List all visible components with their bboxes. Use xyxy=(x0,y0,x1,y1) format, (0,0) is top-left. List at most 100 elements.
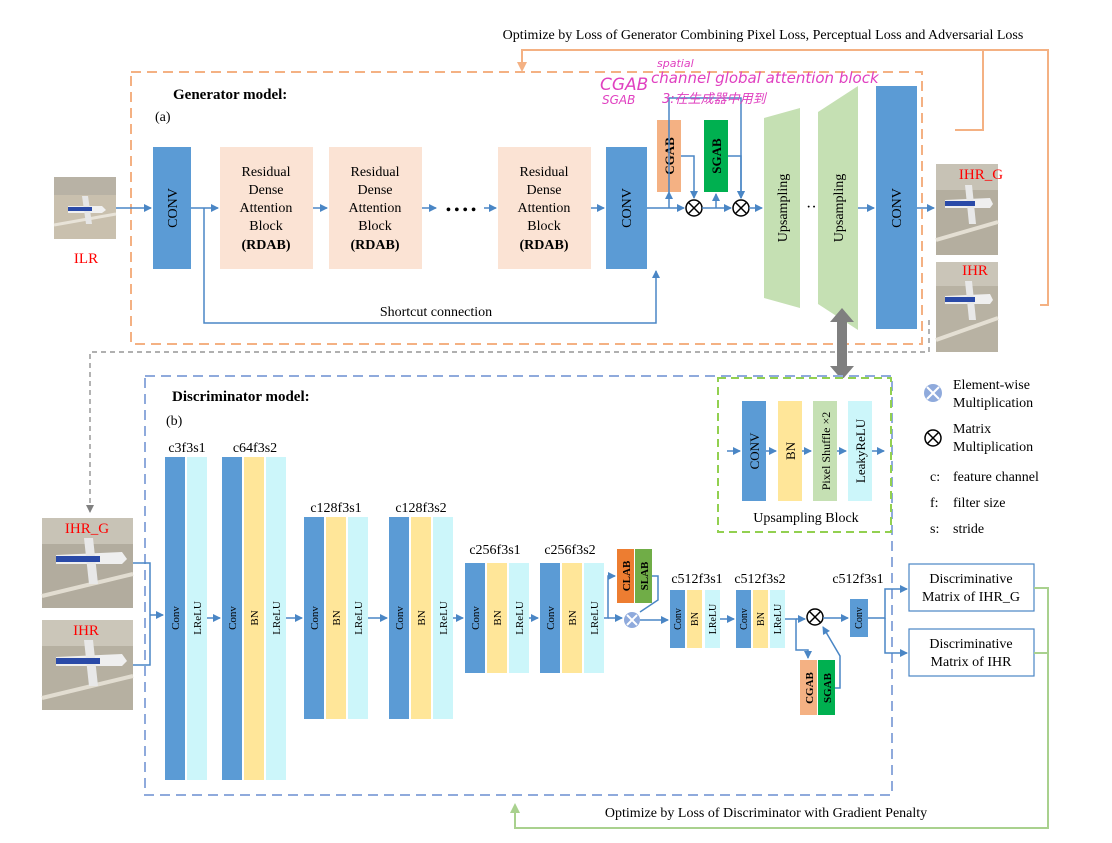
rdab-2-line4: Block xyxy=(358,219,391,234)
disc-bn-label: BN xyxy=(249,610,261,625)
disc-bn-label: BN xyxy=(331,610,343,625)
disc-lrelu-label: LReLU xyxy=(353,601,365,635)
disc-conv xyxy=(222,457,242,780)
disc-output-1-line1: Discriminative xyxy=(929,572,1012,587)
disc-lrelu xyxy=(584,563,604,673)
legend-c-val: feature channel xyxy=(953,470,1039,485)
disc-lrelu-label: LReLU xyxy=(589,601,601,635)
disc-cgab-block xyxy=(800,660,817,715)
rdab-2-line3: Attention xyxy=(349,201,402,216)
disc-lrelu-label: LReLU xyxy=(438,601,450,635)
up-leaky-label: LeakyReLU xyxy=(853,418,868,483)
discriminator-frame xyxy=(144,375,893,796)
legend-ew-line1: Element-wise xyxy=(953,378,1030,393)
up-conv xyxy=(742,401,766,501)
shortcut-label: Shortcut connection xyxy=(380,305,492,320)
generator-to-discriminator-link xyxy=(86,320,930,513)
discriminator-sub: (b) xyxy=(166,414,183,429)
legend-f-val: filter size xyxy=(953,496,1005,511)
disc-conv xyxy=(389,517,409,719)
disc-conv-label: Conv xyxy=(673,608,684,630)
disc-clab-block xyxy=(617,549,634,603)
disc-input-join xyxy=(133,615,151,666)
legend-s-key: s: xyxy=(930,522,939,537)
gen-sgab-block xyxy=(704,120,728,192)
disc-block-label-7: c512f3s1 xyxy=(671,572,722,587)
legend-mm-line1: Matrix xyxy=(953,422,991,437)
handwritten-channel-global: channel global attention block xyxy=(651,69,880,87)
upsampling-block-title: Upsampling Block xyxy=(753,511,858,526)
disc-block-label-1: c3f3s1 xyxy=(168,441,205,456)
up-bn xyxy=(778,401,802,501)
disc-slab-block xyxy=(635,549,652,603)
rdab-3-line4: Block xyxy=(527,219,560,234)
disc-block-label-9: c512f3s1 xyxy=(832,572,883,587)
disc-output-2-line1: Discriminative xyxy=(929,637,1012,652)
gen-conv-3-label: CONV xyxy=(890,188,905,228)
rdab-block-3 xyxy=(498,147,591,269)
disc-block-label-2: c64f3s2 xyxy=(233,441,277,456)
disc-bn xyxy=(326,517,346,719)
disc-conv-label: Conv xyxy=(854,607,865,629)
discriminator-title: Discriminator model: xyxy=(172,389,310,405)
matrix-mult-icon xyxy=(732,199,750,217)
upsampling-ellipsis: ··· xyxy=(806,199,822,216)
rdab-1-line3: Attention xyxy=(240,201,293,216)
disc-conv-label: Conv xyxy=(170,606,182,630)
handwritten-note-cn: 3:在生成器中用到 xyxy=(662,92,768,107)
disc-block-label-3: c128f3s1 xyxy=(310,501,361,516)
disc-conv-label: Conv xyxy=(470,606,482,630)
up-pixel-shuffle-label: Pixel Shuffle ×2 xyxy=(819,412,833,491)
ihr-label: IHR xyxy=(962,263,988,279)
ilr-image xyxy=(53,177,117,239)
disc-conv-label: Conv xyxy=(394,606,406,630)
discriminator-feedback-line xyxy=(510,587,1049,829)
rdab-2-line1: Residual xyxy=(351,165,400,180)
upsampling-1-label: Upsampling xyxy=(776,174,791,242)
disc-lrelu xyxy=(509,563,529,673)
disc-lrelu-label: LReLU xyxy=(271,601,283,635)
disc-lrelu xyxy=(433,517,453,719)
disc-conv xyxy=(165,457,185,780)
up-pixel-shuffle xyxy=(813,401,837,501)
rdab-block-1 xyxy=(220,147,313,269)
gen-conv-2-label: CONV xyxy=(620,188,635,228)
disc-output-ihr xyxy=(908,628,1035,677)
disc-output-2-line2: Matrix of IHR xyxy=(931,655,1013,670)
handwritten-spatial: spatial xyxy=(657,57,694,70)
disc-lrelu-label: LReLU xyxy=(773,603,784,634)
legend-c-key: c: xyxy=(930,470,940,485)
disc-lrelu xyxy=(770,590,785,648)
matrix-mult-icon xyxy=(685,199,703,217)
disc-bn xyxy=(244,457,264,780)
disc-bn xyxy=(687,590,702,648)
rdab-1-line1: Residual xyxy=(242,165,291,180)
disc-ihr-image xyxy=(41,620,134,710)
gen-conv-2 xyxy=(606,147,647,269)
disc-bn xyxy=(411,517,431,719)
disc-conv xyxy=(540,563,560,673)
disc-block-label-4: c128f3s2 xyxy=(395,501,446,516)
disc-conv xyxy=(304,517,324,719)
handwritten-cgab: CGAB xyxy=(600,75,648,95)
disc-bn xyxy=(487,563,507,673)
up-bn-label: BN xyxy=(783,441,798,460)
ihr-image xyxy=(935,262,999,352)
disc-block-label-6: c256f3s2 xyxy=(544,543,595,558)
disc-lrelu xyxy=(705,590,720,648)
discriminator-arrows xyxy=(207,572,908,689)
handwritten-sgab: SGAB xyxy=(602,93,635,107)
rdab-1-line2: Dense xyxy=(249,183,284,198)
disc-conv xyxy=(850,599,868,637)
gen-conv-1-label: CONV xyxy=(166,188,181,228)
rdab-3-bold: (RDAB) xyxy=(520,238,569,253)
up-leaky xyxy=(848,401,872,501)
generator-arrows xyxy=(116,97,935,324)
rdab-2-bold: (RDAB) xyxy=(351,238,400,253)
disc-bn-label: BN xyxy=(690,612,701,626)
disc-bn-label: BN xyxy=(567,610,579,625)
gen-conv-1 xyxy=(153,147,191,269)
disc-lrelu xyxy=(348,517,368,719)
disc-bn xyxy=(753,590,768,648)
disc-bn-label: BN xyxy=(756,612,767,626)
